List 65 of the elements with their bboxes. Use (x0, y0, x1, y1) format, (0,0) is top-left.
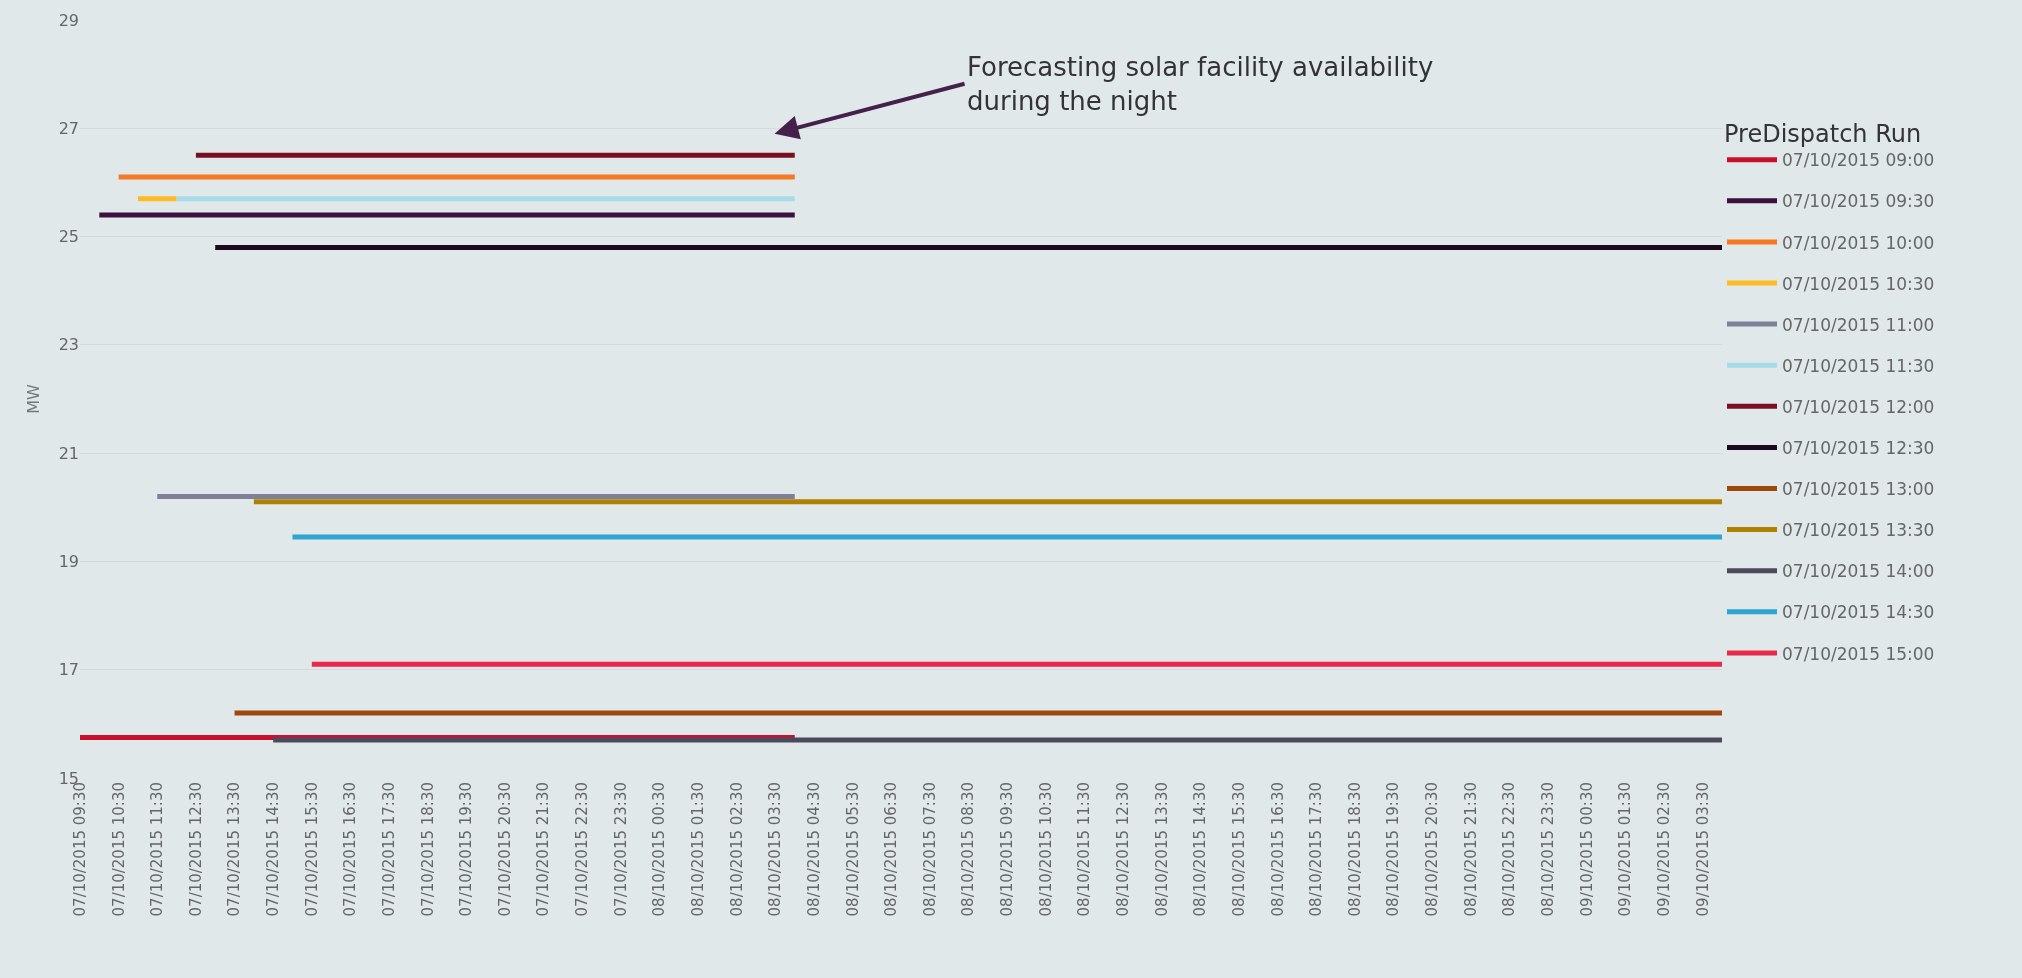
legend-label: 07/10/2015 13:00 (1782, 479, 1935, 500)
y-tick-label: 21 (58, 443, 79, 463)
legend-label: 07/10/2015 10:30 (1782, 273, 1935, 294)
x-tick-label: 07/10/2015 12:30 (186, 782, 205, 917)
x-tick-label: 07/10/2015 20:30 (495, 782, 514, 917)
x-tick-label: 07/10/2015 11:30 (148, 782, 167, 917)
x-tick-label: 08/10/2015 23:30 (1539, 782, 1558, 917)
x-tick-label: 07/10/2015 13:30 (225, 782, 244, 917)
x-tick-label: 09/10/2015 02:30 (1654, 782, 1673, 917)
x-tick-label: 08/10/2015 00:30 (650, 782, 669, 917)
x-tick-label: 08/10/2015 08:30 (959, 782, 978, 917)
legend-label: 07/10/2015 12:00 (1782, 396, 1935, 417)
x-tick-label: 08/10/2015 20:30 (1423, 782, 1442, 917)
x-tick-label: 08/10/2015 04:30 (804, 782, 823, 917)
x-tick-label: 07/10/2015 14:30 (264, 782, 283, 917)
x-tick-label: 08/10/2015 11:30 (1075, 782, 1094, 917)
x-tick-label: 08/10/2015 22:30 (1500, 782, 1519, 917)
x-tick-label: 08/10/2015 07:30 (920, 782, 939, 917)
y-tick-label: 17 (58, 660, 79, 680)
legend-label: 07/10/2015 14:00 (1782, 561, 1935, 582)
x-tick-label: 08/10/2015 15:30 (1229, 782, 1248, 917)
x-tick-label: 08/10/2015 01:30 (689, 782, 708, 917)
y-tick-label: 29 (58, 10, 79, 30)
legend-label: 07/10/2015 09:00 (1782, 150, 1935, 171)
y-tick-label: 23 (58, 335, 79, 355)
x-tick-label: 07/10/2015 19:30 (457, 782, 476, 917)
legend-label: 07/10/2015 15:00 (1782, 643, 1935, 664)
x-tick-label: 08/10/2015 18:30 (1345, 782, 1364, 917)
x-tick-label: 08/10/2015 12:30 (1114, 782, 1133, 917)
y-tick-label: 27 (58, 118, 79, 138)
x-tick-label: 08/10/2015 17:30 (1307, 782, 1326, 917)
x-tick-label: 09/10/2015 03:30 (1693, 782, 1712, 917)
x-tick-label: 08/10/2015 02:30 (727, 782, 746, 917)
x-tick-label: 08/10/2015 03:30 (766, 782, 785, 917)
x-tick-label: 08/10/2015 13:30 (1152, 782, 1171, 917)
x-tick-label: 08/10/2015 10:30 (1036, 782, 1055, 917)
legend-label: 07/10/2015 10:00 (1782, 232, 1935, 253)
legend-title: PreDispatch Run (1724, 120, 1922, 149)
annotation: Forecasting solar facility availability during the night (967, 52, 1434, 116)
x-tick-label: 08/10/2015 05:30 (843, 782, 862, 917)
x-tick-label: 07/10/2015 10:30 (109, 782, 128, 917)
y-tick-label: 19 (58, 552, 79, 572)
y-tick-label: 25 (58, 227, 79, 247)
x-tick-label: 08/10/2015 19:30 (1384, 782, 1403, 917)
legend-label: 07/10/2015 11:00 (1782, 314, 1935, 335)
y-axis-title: MW (23, 384, 43, 414)
legend-label: 07/10/2015 13:30 (1782, 520, 1935, 541)
x-tick-label: 08/10/2015 06:30 (882, 782, 901, 917)
x-tick-label: 08/10/2015 09:30 (998, 782, 1017, 917)
x-tick-label: 08/10/2015 21:30 (1461, 782, 1480, 917)
x-tick-label: 07/10/2015 18:30 (418, 782, 437, 917)
legend-label: 07/10/2015 14:30 (1782, 602, 1935, 623)
x-tick-label: 07/10/2015 16:30 (341, 782, 360, 917)
x-tick-label: 07/10/2015 17:30 (379, 782, 398, 917)
x-tick-label: 07/10/2015 15:30 (302, 782, 321, 917)
x-tick-label: 09/10/2015 00:30 (1577, 782, 1596, 917)
x-tick-label: 09/10/2015 01:30 (1616, 782, 1635, 917)
x-tick-label: 07/10/2015 22:30 (573, 782, 592, 917)
x-tick-label: 07/10/2015 23:30 (611, 782, 630, 917)
x-tick-label: 07/10/2015 21:30 (534, 782, 553, 917)
legend-label: 07/10/2015 09:30 (1782, 191, 1935, 212)
x-tick-label: 08/10/2015 14:30 (1191, 782, 1210, 917)
legend-label: 07/10/2015 12:30 (1782, 438, 1935, 459)
legend-label: 07/10/2015 11:30 (1782, 355, 1935, 376)
x-tick-label: 08/10/2015 16:30 (1268, 782, 1287, 917)
